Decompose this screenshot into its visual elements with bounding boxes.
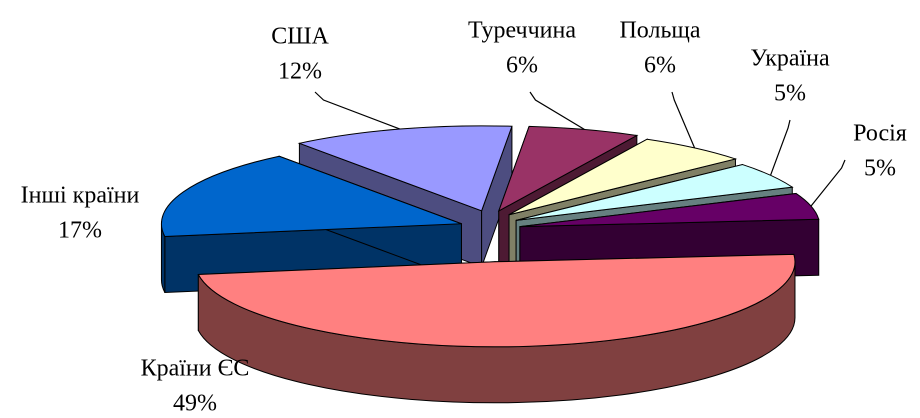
slice-label: Україна bbox=[750, 46, 830, 72]
slice-top bbox=[516, 164, 794, 221]
slice-label: Росія bbox=[853, 121, 907, 147]
slice-label: Польща bbox=[619, 18, 700, 44]
slice-value-label: 6% bbox=[644, 53, 676, 79]
leader-line bbox=[671, 91, 696, 149]
leader-line bbox=[810, 159, 846, 207]
slice-top bbox=[160, 155, 462, 237]
slice-value-label: 6% bbox=[506, 53, 538, 79]
leader-line bbox=[769, 119, 791, 176]
slice-top bbox=[519, 192, 820, 228]
slice-label: США bbox=[271, 24, 329, 50]
leader-line bbox=[314, 91, 401, 130]
slice-label: Країни ЄС bbox=[141, 356, 250, 382]
slice-label: Туреччина bbox=[468, 18, 576, 44]
slice-top bbox=[497, 125, 639, 212]
slice-label: Інші країни bbox=[21, 183, 140, 209]
slice-value-label: 12% bbox=[278, 59, 322, 85]
slice-value-label: 49% bbox=[173, 391, 217, 417]
slice-value-label: 5% bbox=[864, 156, 896, 182]
slice-top bbox=[197, 253, 796, 348]
slice-value-label: 5% bbox=[774, 81, 806, 107]
slice bbox=[197, 253, 796, 404]
slice-value-label: 17% bbox=[58, 218, 102, 244]
slice-top bbox=[508, 138, 738, 216]
leader-line bbox=[529, 91, 585, 130]
